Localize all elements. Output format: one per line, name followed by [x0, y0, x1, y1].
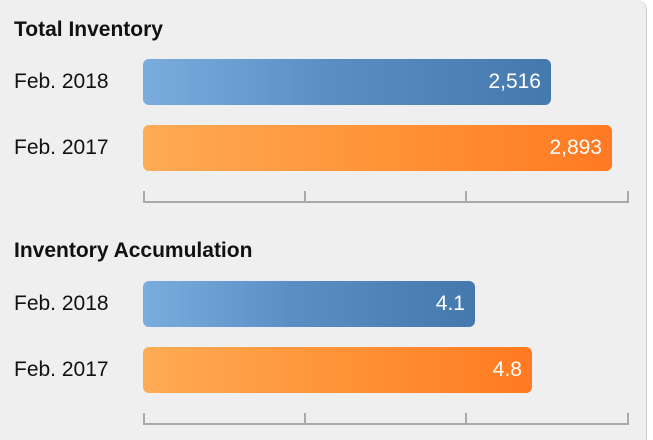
x-axis-tick [143, 191, 145, 203]
x-axis-tick [304, 413, 306, 425]
x-axis-tick [304, 191, 306, 203]
x-axis-tick [627, 191, 629, 203]
bar-value-label: 2,516 [488, 70, 541, 93]
x-axis-tick [143, 413, 145, 425]
bar-value-label: 4.8 [492, 358, 522, 381]
category-label-feb-2017: Feb. 2017 [14, 358, 109, 381]
x-axis-line [143, 201, 629, 203]
chart-title: Inventory Accumulation [14, 239, 253, 262]
x-axis-line [143, 423, 629, 425]
inventory-accumulation-chart: Inventory Accumulation Feb. 2018 4.1 Feb… [0, 221, 646, 440]
bar-feb-2018: 2,516 [143, 59, 551, 105]
bar-feb-2017: 4.8 [143, 347, 532, 393]
category-label-feb-2018: Feb. 2018 [14, 292, 109, 315]
bar-value-label: 2,893 [549, 136, 602, 159]
x-axis-tick [465, 413, 467, 425]
category-label-feb-2017: Feb. 2017 [14, 136, 109, 159]
chart-title: Total Inventory [14, 18, 163, 41]
x-axis [143, 191, 629, 203]
category-label-feb-2018: Feb. 2018 [14, 70, 109, 93]
bar-feb-2018: 4.1 [143, 281, 475, 327]
total-inventory-chart: Total Inventory Feb. 2018 2,516 Feb. 201… [0, 0, 646, 220]
bar-value-label: 4.1 [435, 292, 465, 315]
x-axis-tick [465, 191, 467, 203]
x-axis [143, 413, 629, 425]
bar-feb-2017: 2,893 [143, 125, 612, 171]
x-axis-tick [627, 413, 629, 425]
